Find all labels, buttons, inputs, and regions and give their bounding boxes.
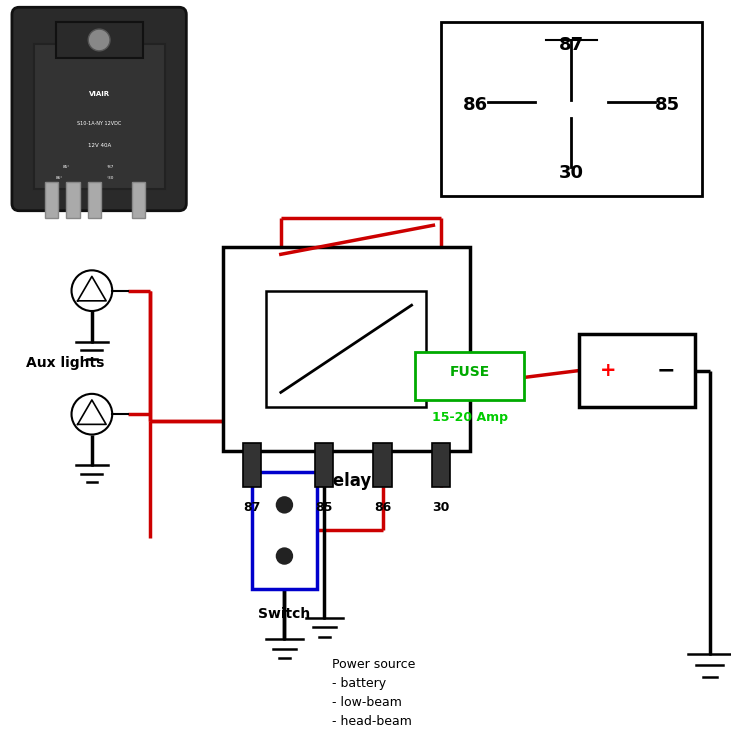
Bar bbox=[223, 247, 470, 450]
Bar bbox=[252, 473, 317, 588]
Bar bbox=[45, 182, 57, 218]
Circle shape bbox=[88, 29, 110, 51]
Text: FUSE: FUSE bbox=[450, 365, 490, 379]
Text: S10-1A-NY 12VDC: S10-1A-NY 12VDC bbox=[77, 121, 121, 126]
Bar bbox=[88, 182, 102, 218]
Bar bbox=[132, 182, 145, 218]
Text: °30: °30 bbox=[107, 176, 114, 180]
Bar bbox=[431, 443, 450, 487]
Text: °87: °87 bbox=[107, 165, 114, 169]
Bar bbox=[243, 443, 261, 487]
Bar bbox=[34, 44, 165, 189]
Text: 30: 30 bbox=[559, 164, 584, 182]
FancyBboxPatch shape bbox=[441, 22, 702, 196]
Circle shape bbox=[276, 496, 293, 513]
Text: 85: 85 bbox=[316, 502, 333, 514]
Bar bbox=[66, 182, 79, 218]
Text: 85: 85 bbox=[655, 96, 681, 114]
Text: Power source
- battery
- low-beam
- head-beam: Power source - battery - low-beam - head… bbox=[332, 657, 415, 728]
Bar bbox=[315, 443, 333, 487]
Bar bbox=[578, 334, 695, 407]
Text: 15-20 Amp: 15-20 Amp bbox=[432, 410, 508, 424]
Text: 12V 40A: 12V 40A bbox=[88, 142, 110, 148]
Text: 87: 87 bbox=[559, 36, 584, 54]
Text: Relay: Relay bbox=[321, 473, 372, 490]
Text: VIAIR: VIAIR bbox=[88, 91, 110, 97]
Bar bbox=[266, 291, 426, 407]
Text: 85°: 85° bbox=[63, 165, 70, 169]
FancyBboxPatch shape bbox=[415, 352, 524, 400]
Bar bbox=[55, 22, 143, 58]
Text: 30: 30 bbox=[432, 502, 450, 514]
Bar bbox=[373, 443, 392, 487]
Text: Switch: Switch bbox=[258, 607, 311, 621]
Text: 87: 87 bbox=[243, 502, 261, 514]
Text: Aux lights: Aux lights bbox=[26, 356, 105, 370]
FancyBboxPatch shape bbox=[12, 7, 186, 211]
Text: +: + bbox=[600, 361, 616, 380]
Text: 86: 86 bbox=[462, 96, 487, 114]
Text: 86: 86 bbox=[374, 502, 391, 514]
Text: 86°: 86° bbox=[55, 176, 63, 180]
Text: −: − bbox=[657, 361, 675, 381]
Circle shape bbox=[276, 548, 293, 565]
